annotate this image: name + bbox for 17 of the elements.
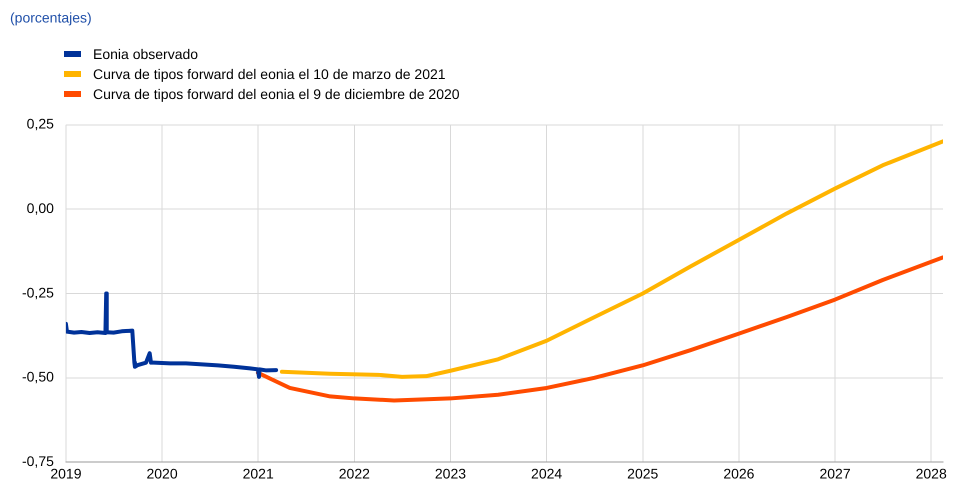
- legend-label: Curva de tipos forward del eonia el 10 de marzo de 2021: [93, 66, 446, 82]
- x-tick-label: 2020: [146, 465, 178, 482]
- y-tick-label: -0,25: [22, 284, 54, 300]
- x-tick-label: 2028: [916, 465, 947, 482]
- legend-label: Curva de tipos forward del eonia el 9 de diciembre de 2020: [93, 86, 460, 102]
- y-tick-label: 0,00: [26, 200, 54, 216]
- y-tick-label: -0,50: [22, 368, 54, 385]
- chart-subtitle: (porcentajes): [10, 9, 92, 26]
- x-tick-label: 2023: [434, 465, 466, 482]
- x-tick-label: 2021: [242, 465, 274, 482]
- legend-label: Eonia observado: [93, 46, 198, 62]
- y-tick-label: 0,25: [26, 116, 54, 132]
- x-tick-label: 2027: [819, 465, 851, 482]
- x-tick-label: 2022: [338, 465, 370, 482]
- x-tick-label: 2026: [723, 465, 755, 482]
- x-tick-label: 2025: [627, 465, 659, 482]
- x-tick-label: 2024: [531, 465, 562, 482]
